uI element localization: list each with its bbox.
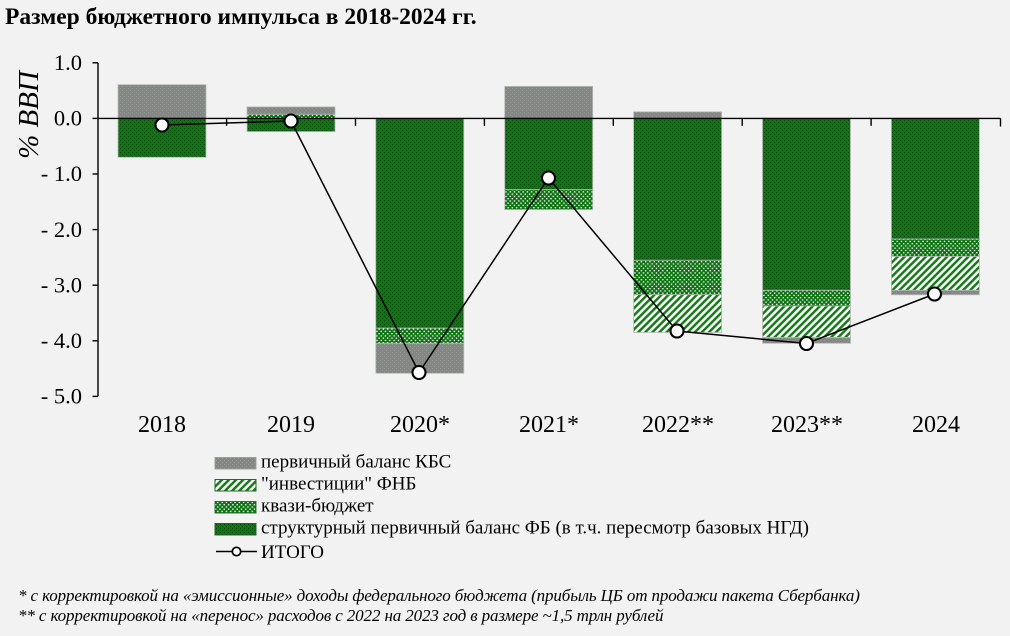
svg-text:квази-бюджет: квази-бюджет	[261, 496, 374, 517]
svg-text:Размер бюджетного импульса в 2: Размер бюджетного импульса в 2018-2024 г…	[5, 4, 477, 30]
svg-text:ИТОГО: ИТОГО	[261, 542, 324, 563]
svg-text:2024: 2024	[912, 412, 960, 438]
svg-text:- 2.0: - 2.0	[41, 217, 82, 242]
svg-text:- 3.0: - 3.0	[41, 272, 82, 297]
svg-text:1.0: 1.0	[54, 50, 82, 75]
svg-text:2022**: 2022**	[642, 412, 714, 438]
svg-text:- 1.0: - 1.0	[41, 161, 82, 186]
svg-text:"инвестиции" ФНБ: "инвестиции" ФНБ	[261, 474, 416, 495]
svg-text:0.0: 0.0	[54, 106, 82, 131]
svg-text:- 5.0: - 5.0	[41, 384, 82, 409]
svg-text:2023**: 2023**	[771, 412, 843, 438]
svg-text:2021*: 2021*	[519, 412, 579, 438]
svg-text:2020*: 2020*	[390, 412, 450, 438]
svg-text:первичный баланс КБС: первичный баланс КБС	[261, 452, 451, 473]
svg-text:2019: 2019	[267, 412, 315, 438]
svg-text:% ВВП: % ВВП	[13, 69, 45, 159]
svg-text:структурный первичный баланс Ф: структурный первичный баланс ФБ (в т.ч. …	[261, 518, 809, 539]
svg-text:** с корректировкой на «перено: ** с корректировкой на «перенос» расходо…	[18, 606, 664, 625]
svg-text:* с корректировкой на «эмиссио: * с корректировкой на «эмиссионные» дохо…	[18, 586, 860, 605]
svg-text:2018: 2018	[138, 412, 186, 438]
svg-text:- 4.0: - 4.0	[41, 328, 82, 353]
